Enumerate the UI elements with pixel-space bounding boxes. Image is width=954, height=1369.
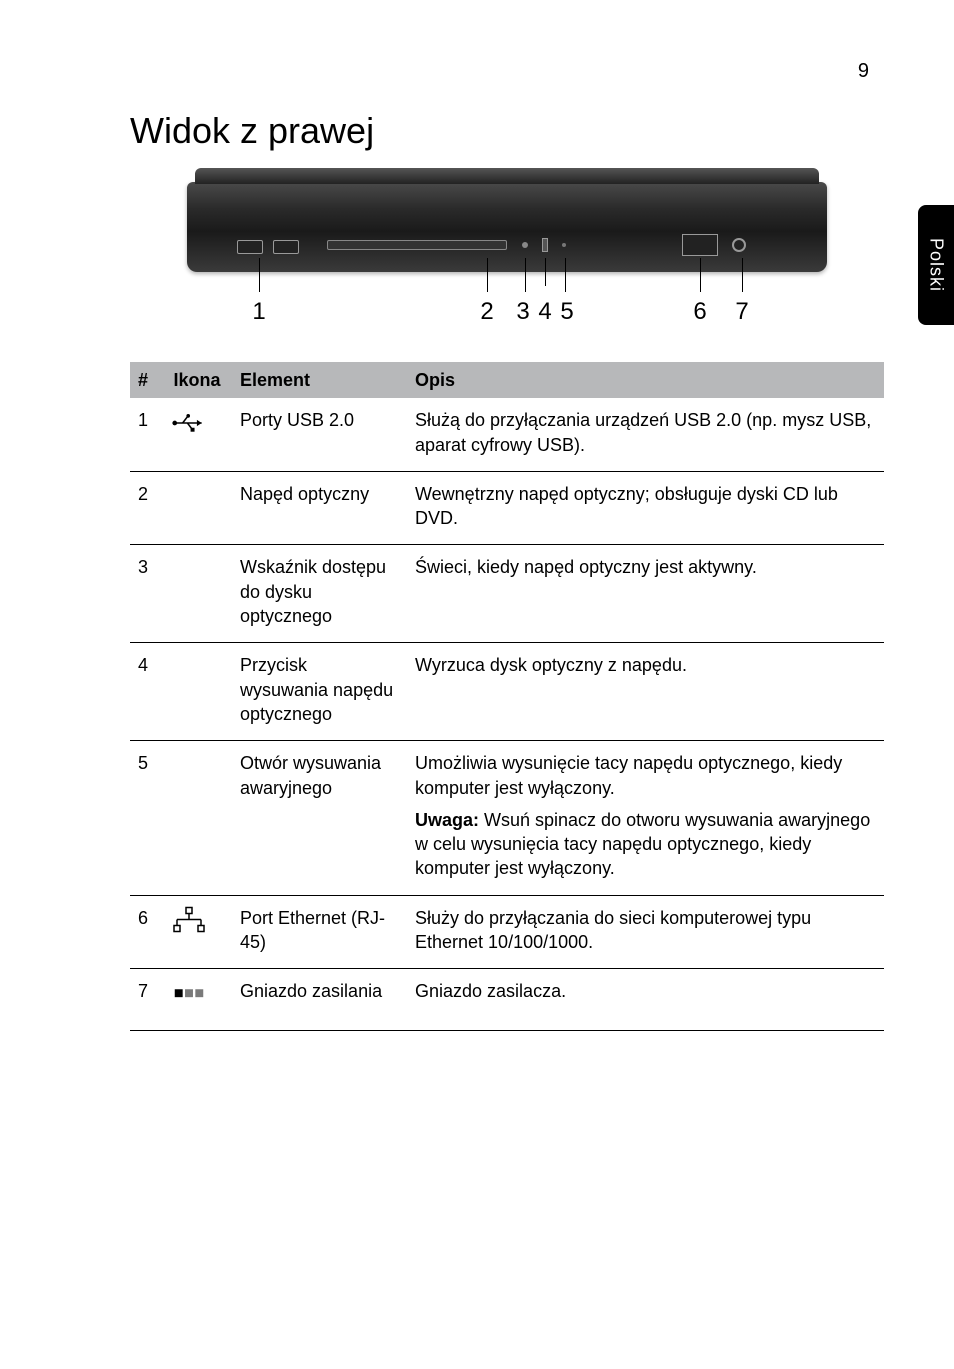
cell-desc: Umożliwia wysunięcie tacy napędu optyczn…	[407, 741, 884, 895]
header-num: #	[130, 362, 162, 398]
odd-eject-illustration	[542, 238, 548, 252]
callout-number: 5	[560, 298, 573, 326]
usb-port-illustration	[273, 240, 299, 254]
callout-number: 2	[480, 298, 493, 326]
header-element: Element	[232, 362, 407, 398]
cell-num: 2	[130, 471, 162, 545]
cell-num: 7	[130, 969, 162, 1030]
cell-element: Napęd optyczny	[232, 471, 407, 545]
callout-line	[742, 258, 743, 292]
table-row: 6 Port Ethernet (RJ-45) Służy do przyłąc…	[130, 895, 884, 969]
note-rest: Wsuń spinacz do otworu wysuwania awaryjn…	[415, 810, 870, 879]
callout-line	[700, 258, 701, 292]
power-icon	[170, 979, 208, 1009]
ethernet-icon	[170, 906, 208, 936]
table-row: 4 Przycisk wysuwania napędu optycznego W…	[130, 643, 884, 741]
callout-number: 1	[252, 298, 265, 326]
odd-emergency-hole-illustration	[562, 243, 566, 247]
callout-line	[487, 258, 488, 292]
cell-desc: Służą do przyłączania urządzeń USB 2.0 (…	[407, 398, 884, 471]
document-page: 9 Polski Widok z prawej 1 2 3 4 5	[0, 0, 954, 1369]
note-bold: Uwaga:	[415, 810, 479, 830]
header-desc: Opis	[407, 362, 884, 398]
cell-num: 5	[130, 741, 162, 895]
laptop-lid	[195, 168, 819, 184]
table-row: 2 Napęd optyczny Wewnętrzny napęd optycz…	[130, 471, 884, 545]
cell-desc: Gniazdo zasilacza.	[407, 969, 884, 1030]
table-header-row: # Ikona Element Opis	[130, 362, 884, 398]
callout-line	[259, 258, 260, 292]
callout-line	[525, 258, 526, 292]
cell-desc: Wewnętrzny napęd optyczny; obsługuje dys…	[407, 471, 884, 545]
table-row: 5 Otwór wysuwania awaryjnego Umożliwia w…	[130, 741, 884, 895]
laptop-illustration	[187, 182, 827, 272]
callout-line	[545, 258, 546, 286]
usb-icon	[170, 408, 208, 438]
usb-port-illustration	[237, 240, 263, 254]
callout-line	[565, 258, 566, 292]
right-side-diagram: 1 2 3 4 5 6 7	[187, 182, 827, 332]
cell-icon	[162, 741, 232, 895]
callout-number: 3	[516, 298, 529, 326]
cell-desc: Wyrzuca dysk optyczny z napędu.	[407, 643, 884, 741]
cell-num: 4	[130, 643, 162, 741]
cell-element: Przycisk wysuwania napędu optycznego	[232, 643, 407, 741]
diagram-callouts: 1 2 3 4 5 6 7	[187, 276, 827, 332]
odd-led-illustration	[522, 242, 528, 248]
table-row: 1 Porty USB 2.0 Służą do przyłączania ur…	[130, 398, 884, 471]
table-row: 3 Wskaźnik dostępu do dysku optycznego Ś…	[130, 545, 884, 643]
table-row: 7 Gniazdo zasilania Gniazdo zasilacza.	[130, 969, 884, 1030]
cell-element: Gniazdo zasilania	[232, 969, 407, 1030]
cell-element: Wskaźnik dostępu do dysku optycznego	[232, 545, 407, 643]
callout-number: 7	[735, 298, 748, 326]
cell-icon	[162, 643, 232, 741]
cell-icon	[162, 545, 232, 643]
cell-desc-note: Uwaga: Wsuń spinacz do otworu wysuwania …	[415, 808, 876, 881]
cell-num: 3	[130, 545, 162, 643]
section-heading: Widok z prawej	[130, 110, 884, 152]
ethernet-port-illustration	[682, 234, 718, 256]
language-tab: Polski	[918, 205, 954, 325]
cell-desc-main: Umożliwia wysunięcie tacy napędu optyczn…	[415, 753, 842, 797]
cell-element: Port Ethernet (RJ-45)	[232, 895, 407, 969]
cell-desc: Służy do przyłączania do sieci komputero…	[407, 895, 884, 969]
cell-num: 1	[130, 398, 162, 471]
callout-number: 4	[538, 298, 551, 326]
cell-num: 6	[130, 895, 162, 969]
cell-icon	[162, 969, 232, 1030]
power-jack-illustration	[732, 238, 746, 252]
optical-drive-illustration	[327, 240, 507, 250]
page-number: 9	[858, 60, 869, 83]
cell-icon	[162, 398, 232, 471]
cell-icon	[162, 895, 232, 969]
callout-number: 6	[693, 298, 706, 326]
header-icon: Ikona	[162, 362, 232, 398]
cell-icon	[162, 471, 232, 545]
cell-desc: Świeci, kiedy napęd optyczny jest aktywn…	[407, 545, 884, 643]
ports-table: # Ikona Element Opis 1	[130, 362, 884, 1031]
cell-element: Otwór wysuwania awaryjnego	[232, 741, 407, 895]
cell-element: Porty USB 2.0	[232, 398, 407, 471]
